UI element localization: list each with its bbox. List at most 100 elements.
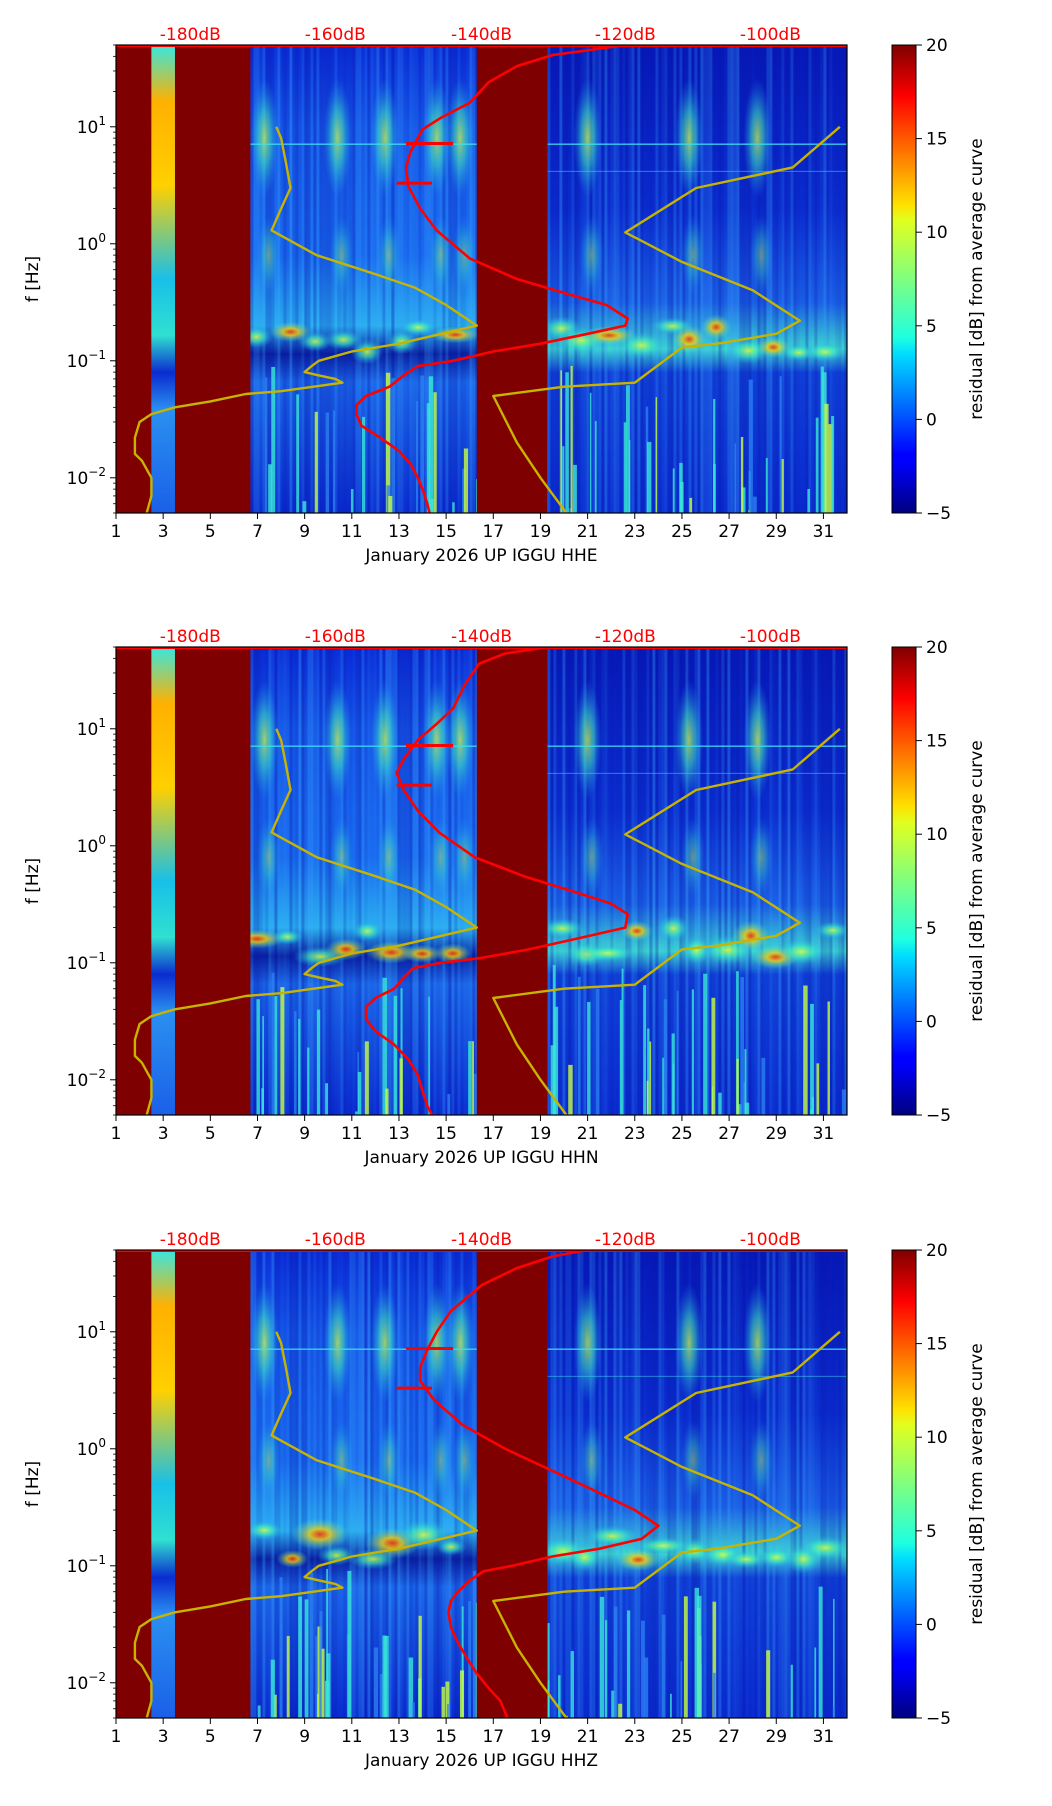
transient-spike: [315, 1635, 318, 1718]
diurnal-band: [422, 1283, 451, 1404]
texture-column: [607, 1250, 611, 1718]
texture-column: [412, 45, 416, 513]
spectral-line: [250, 1348, 847, 1350]
texture-column: [316, 647, 320, 1115]
transient-spike: [382, 977, 387, 1115]
x-tick-label: 25: [671, 522, 693, 542]
texture-column: [739, 45, 743, 513]
transient-spike: [428, 996, 430, 1115]
texture-column: [841, 45, 844, 513]
microseism-blob: [435, 1538, 467, 1556]
transient-spike: [568, 1064, 573, 1115]
texture-column: [304, 45, 308, 513]
transient-spike: [672, 468, 675, 513]
texture-column: [562, 1250, 566, 1718]
x-tick-label: 23: [624, 522, 646, 542]
transient-spike: [554, 1006, 559, 1115]
transient-spike: [689, 497, 693, 513]
texture-column: [787, 647, 791, 1115]
texture-column: [835, 647, 839, 1115]
transient-spike: [373, 1647, 379, 1718]
texture-column: [628, 647, 632, 1115]
diurnal-band: [681, 1420, 706, 1501]
texture-column: [301, 1250, 305, 1718]
texture-column: [799, 647, 803, 1115]
texture-column: [604, 647, 608, 1115]
transient-spike: [325, 412, 330, 513]
texture-column: [367, 647, 371, 1115]
texture-column: [283, 1250, 287, 1718]
y-tick-label: 10−2: [67, 1670, 106, 1694]
diurnal-band: [681, 215, 706, 296]
texture-column: [709, 1250, 713, 1718]
transient-spike: [683, 1596, 688, 1718]
texture-column: [307, 1250, 311, 1718]
transient-spike: [790, 1664, 793, 1718]
texture-column: [553, 647, 557, 1115]
texture-column: [352, 647, 356, 1115]
transient-spike: [304, 1599, 309, 1718]
x-tick-label: 19: [530, 1124, 552, 1144]
microseism-blob: [325, 938, 367, 961]
microseism-blob: [656, 914, 691, 942]
texture-column: [829, 45, 833, 513]
transient-spike: [713, 464, 716, 513]
spectral-line: [547, 772, 847, 774]
transient-spike: [332, 410, 336, 513]
texture-column: [649, 45, 653, 513]
texture-column: [835, 1250, 839, 1718]
transient-spike: [298, 1596, 303, 1718]
transient-spike: [605, 1620, 608, 1718]
transient-spike: [831, 416, 835, 513]
y-axis-label: f [Hz]: [23, 858, 43, 904]
texture-column: [286, 647, 290, 1115]
transient-spike: [718, 1092, 722, 1115]
texture-column: [322, 1250, 326, 1718]
texture-column: [298, 45, 302, 513]
x-tick-label: 19: [530, 1727, 552, 1747]
x-tick-label: 31: [813, 1727, 835, 1747]
plot-area: [116, 1250, 847, 1718]
y-tick-label: 101: [77, 114, 106, 138]
texture-column: [253, 45, 257, 513]
texture-column: [805, 647, 809, 1115]
texture-column: [610, 647, 614, 1115]
texture-column: [844, 1250, 847, 1718]
diurnal-band: [749, 817, 774, 898]
x-axis-label: January 2026 UP IGGU HHN: [363, 1148, 598, 1168]
texture-column: [286, 45, 290, 513]
texture-column: [559, 45, 563, 513]
x-tick-label: 23: [624, 1727, 646, 1747]
y-tick-label: 100: [77, 833, 106, 857]
texture-column: [823, 647, 827, 1115]
texture-column: [709, 647, 713, 1115]
texture-column: [802, 1250, 806, 1718]
diurnal-band: [370, 78, 399, 199]
texture-column: [256, 45, 260, 513]
transient-spike: [694, 1587, 700, 1718]
colorbar-tick-label: 5: [926, 317, 937, 337]
texture-column: [556, 45, 560, 513]
x-tick-label: 17: [482, 1727, 504, 1747]
texture-column: [664, 647, 668, 1115]
texture-column: [406, 45, 409, 513]
texture-column: [823, 1250, 827, 1718]
noise-model-curve-yellow: [133, 728, 478, 1115]
texture-column: [409, 647, 413, 1115]
colorbar-tick-label: 10: [926, 1428, 948, 1448]
texture-column: [451, 647, 455, 1115]
texture-column: [298, 1250, 302, 1718]
transient-spike: [347, 1570, 352, 1718]
diurnal-band: [256, 817, 281, 898]
texture-column: [424, 647, 428, 1115]
texture-column: [796, 1250, 800, 1718]
colorbar-tick-label: 10: [926, 825, 948, 845]
texture-column: [325, 45, 329, 513]
colorbar: 20 15 10 5 0 −5 residual [dB] from average cur…: [891, 36, 987, 524]
data-strip: [151, 45, 175, 513]
texture-column: [709, 45, 713, 513]
transient-spike: [462, 468, 466, 513]
texture-column: [565, 647, 569, 1115]
texture-column: [832, 647, 836, 1115]
texture-column: [556, 647, 560, 1115]
